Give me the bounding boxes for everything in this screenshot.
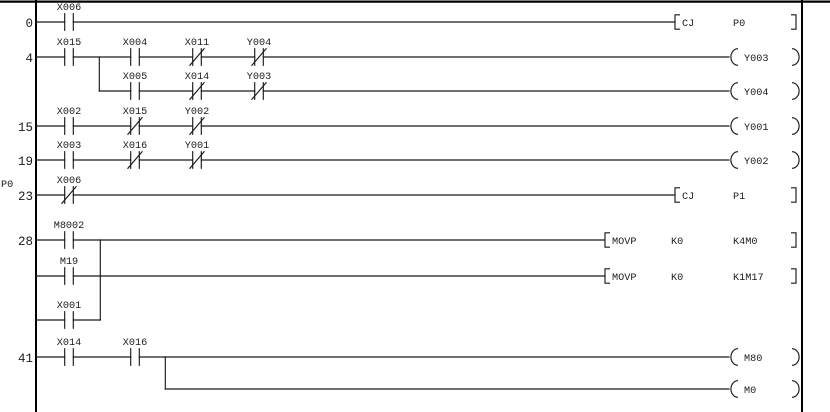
svg-text:X004: X004 — [123, 38, 147, 49]
svg-text:M8002: M8002 — [54, 221, 85, 232]
svg-text:Y003: Y003 — [744, 54, 768, 65]
svg-text:CJ: CJ — [682, 192, 694, 203]
svg-text:P1: P1 — [733, 192, 745, 203]
svg-text:K0: K0 — [671, 273, 683, 284]
svg-text:P0: P0 — [733, 19, 745, 30]
svg-text:CJ: CJ — [682, 19, 694, 30]
svg-text:P0: P0 — [1, 180, 13, 191]
svg-text:X006: X006 — [57, 176, 81, 187]
svg-text:X011: X011 — [185, 38, 209, 49]
svg-text:15: 15 — [18, 121, 33, 135]
svg-text:X006: X006 — [57, 3, 81, 14]
svg-text:Y001: Y001 — [185, 141, 209, 152]
svg-text:MOVP: MOVP — [612, 273, 636, 284]
svg-text:M0: M0 — [744, 386, 756, 397]
svg-text:MOVP: MOVP — [612, 237, 636, 248]
svg-text:X015: X015 — [57, 38, 81, 49]
svg-text:X014: X014 — [185, 72, 209, 83]
svg-text:41: 41 — [18, 352, 33, 366]
svg-text:K0: K0 — [671, 237, 683, 248]
svg-text:X005: X005 — [123, 72, 147, 83]
svg-text:K4M0: K4M0 — [733, 237, 757, 248]
svg-text:Y002: Y002 — [744, 157, 768, 168]
svg-text:X015: X015 — [123, 107, 147, 118]
svg-text:23: 23 — [18, 190, 33, 204]
svg-text:Y004: Y004 — [744, 88, 768, 99]
svg-text:0: 0 — [25, 17, 33, 31]
svg-text:X001: X001 — [57, 301, 81, 312]
svg-text:M19: M19 — [60, 257, 78, 268]
svg-text:Y002: Y002 — [185, 107, 209, 118]
svg-text:M80: M80 — [744, 354, 762, 365]
svg-text:Y003: Y003 — [247, 72, 271, 83]
svg-text:X016: X016 — [123, 141, 147, 152]
svg-text:Y001: Y001 — [744, 123, 768, 134]
svg-text:19: 19 — [18, 155, 33, 169]
svg-text:X003: X003 — [57, 141, 81, 152]
svg-text:4: 4 — [25, 52, 33, 66]
svg-text:X014: X014 — [57, 338, 81, 349]
svg-text:28: 28 — [18, 235, 33, 249]
svg-text:X002: X002 — [57, 107, 81, 118]
svg-text:Y004: Y004 — [247, 38, 271, 49]
svg-text:K1M17: K1M17 — [733, 273, 764, 284]
svg-text:X016: X016 — [123, 338, 147, 349]
